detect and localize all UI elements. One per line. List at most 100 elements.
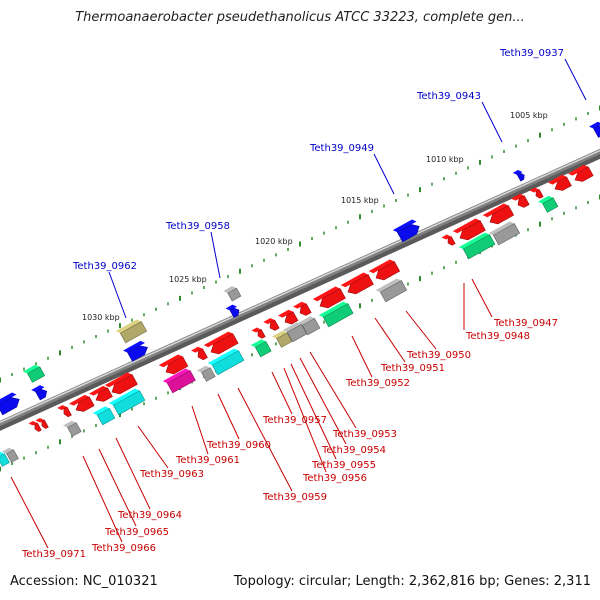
gene-arrow[interactable] bbox=[162, 367, 196, 394]
gene-arrow[interactable] bbox=[197, 364, 216, 383]
gene-arrow[interactable] bbox=[35, 417, 49, 431]
gene-arrow[interactable] bbox=[282, 321, 308, 343]
gene-arrow[interactable] bbox=[28, 420, 42, 434]
leader-line bbox=[481, 101, 503, 143]
gene-label[interactable]: Teth39_0954 bbox=[321, 445, 386, 456]
gene-arrow[interactable] bbox=[63, 419, 82, 438]
leader-line bbox=[299, 357, 347, 445]
gene-label[interactable]: Teth39_0965 bbox=[104, 527, 169, 538]
backbone-shadow bbox=[0, 150, 600, 431]
gene-arrow[interactable] bbox=[0, 391, 22, 416]
gene-label[interactable]: Teth39_0943 bbox=[416, 91, 481, 102]
gene-arrow[interactable] bbox=[458, 231, 496, 260]
gene-arrow[interactable] bbox=[92, 405, 116, 426]
gene-label[interactable]: Teth39_0962 bbox=[72, 261, 137, 272]
gene-label[interactable]: Teth39_0966 bbox=[91, 543, 156, 554]
gene-arrow[interactable] bbox=[0, 450, 10, 468]
gene-arrow[interactable] bbox=[452, 217, 486, 244]
scale-label: 1015 kbp bbox=[341, 196, 379, 205]
gene-label[interactable]: Teth39_0952 bbox=[345, 378, 410, 389]
gene-arrow[interactable] bbox=[158, 353, 189, 378]
scale-label: 1005 kbp bbox=[510, 111, 548, 120]
leader-line bbox=[217, 393, 240, 440]
gene-arrow[interactable] bbox=[568, 163, 594, 185]
gene-arrow[interactable] bbox=[318, 300, 354, 328]
gene-arrow[interactable] bbox=[297, 315, 321, 336]
leader-line bbox=[283, 367, 327, 473]
gene-arrow[interactable] bbox=[104, 371, 138, 398]
leader-line bbox=[471, 278, 493, 318]
gene-label[interactable]: Teth39_0957 bbox=[262, 415, 327, 426]
gene-arrow[interactable] bbox=[191, 345, 208, 363]
gene-arrow[interactable] bbox=[203, 330, 239, 358]
gene-arrow[interactable] bbox=[225, 303, 240, 319]
gene-label[interactable]: Teth39_0963 bbox=[139, 469, 204, 480]
gene-arrow[interactable] bbox=[511, 192, 530, 211]
gene-arrow[interactable] bbox=[31, 384, 49, 402]
leader-line bbox=[98, 448, 137, 527]
gene-arrow[interactable] bbox=[278, 308, 299, 328]
leader-line bbox=[405, 310, 437, 350]
leader-line bbox=[210, 231, 221, 279]
gene-arrow[interactable] bbox=[57, 404, 72, 420]
gene-arrow[interactable] bbox=[23, 363, 46, 383]
scale-label: 1010 kbp bbox=[426, 155, 464, 164]
gene-arrow[interactable] bbox=[589, 120, 600, 139]
gene-label[interactable]: Teth39_0956 bbox=[302, 473, 367, 484]
gene-arrow[interactable] bbox=[263, 317, 280, 334]
gene-arrow[interactable] bbox=[340, 271, 374, 298]
leader-line bbox=[191, 405, 209, 455]
gene-layer bbox=[0, 120, 600, 468]
gene-label[interactable]: Teth39_0971 bbox=[21, 549, 86, 560]
gene-arrow[interactable] bbox=[312, 285, 346, 312]
gene-label[interactable]: Teth39_0958 bbox=[165, 221, 230, 232]
gene-arrow[interactable] bbox=[123, 339, 150, 362]
leader-line bbox=[351, 335, 373, 378]
gene-arrow[interactable] bbox=[89, 384, 113, 405]
gene-arrow[interactable] bbox=[392, 218, 422, 243]
gene-label[interactable]: Teth39_0949 bbox=[309, 143, 374, 154]
gene-label[interactable]: Teth39_0937 bbox=[499, 48, 564, 59]
scale-label: 1030 kbp bbox=[82, 313, 120, 322]
gene-label[interactable]: Teth39_0964 bbox=[117, 510, 182, 521]
gene-label[interactable]: Teth39_0961 bbox=[175, 455, 240, 466]
gene-arrow[interactable] bbox=[482, 202, 515, 228]
gene-arrow[interactable] bbox=[251, 326, 266, 341]
leader-line bbox=[10, 476, 49, 549]
gene-arrow[interactable] bbox=[115, 318, 148, 344]
gene-arrow[interactable] bbox=[538, 194, 559, 214]
gene-label[interactable]: Teth39_0948 bbox=[465, 331, 530, 342]
leader-line bbox=[115, 437, 151, 510]
gene-arrow[interactable] bbox=[529, 186, 544, 201]
gene-label[interactable]: Teth39_0953 bbox=[332, 429, 397, 440]
gene-arrow[interactable] bbox=[293, 300, 312, 319]
gene-arrow[interactable] bbox=[108, 387, 146, 416]
gene-arrow[interactable] bbox=[441, 233, 456, 248]
leader-line bbox=[271, 371, 293, 415]
leader-line bbox=[374, 317, 406, 363]
genome-stats-text: Topology: circular; Length: 2,362,816 bp… bbox=[233, 574, 591, 589]
gene-arrow[interactable] bbox=[207, 347, 245, 376]
gene-label[interactable]: Teth39_0950 bbox=[406, 350, 471, 361]
gene-arrow[interactable] bbox=[272, 329, 293, 349]
gene-arrow[interactable] bbox=[250, 338, 272, 358]
backbone bbox=[0, 148, 600, 427]
gene-arrow[interactable] bbox=[368, 258, 401, 284]
gene-label[interactable]: Teth39_0959 bbox=[262, 492, 327, 503]
gene-label[interactable]: Teth39_0951 bbox=[380, 363, 445, 374]
gene-arrow[interactable] bbox=[488, 220, 521, 246]
gene-arrow[interactable] bbox=[69, 393, 95, 415]
gene-label[interactable]: Teth39_0955 bbox=[311, 460, 376, 471]
leader-layer bbox=[10, 58, 587, 549]
gene-arrow[interactable] bbox=[223, 285, 242, 303]
gene-arrow[interactable] bbox=[512, 169, 526, 183]
map-title: Thermoanaerobacter pseudethanolicus ATCC… bbox=[75, 10, 525, 25]
gene-arrow[interactable] bbox=[548, 173, 572, 194]
gene-arrow[interactable] bbox=[2, 446, 19, 464]
gene-label[interactable]: Teth39_0947 bbox=[493, 318, 558, 329]
backbone-highlight bbox=[0, 149, 600, 424]
gene-label[interactable]: Teth39_0960 bbox=[206, 440, 271, 451]
gene-arrow[interactable] bbox=[375, 277, 408, 303]
label-layer: 1005 kbp 1010 kbp 1015 kbp 1020 kbp 1025 kbp… bbox=[21, 48, 564, 560]
